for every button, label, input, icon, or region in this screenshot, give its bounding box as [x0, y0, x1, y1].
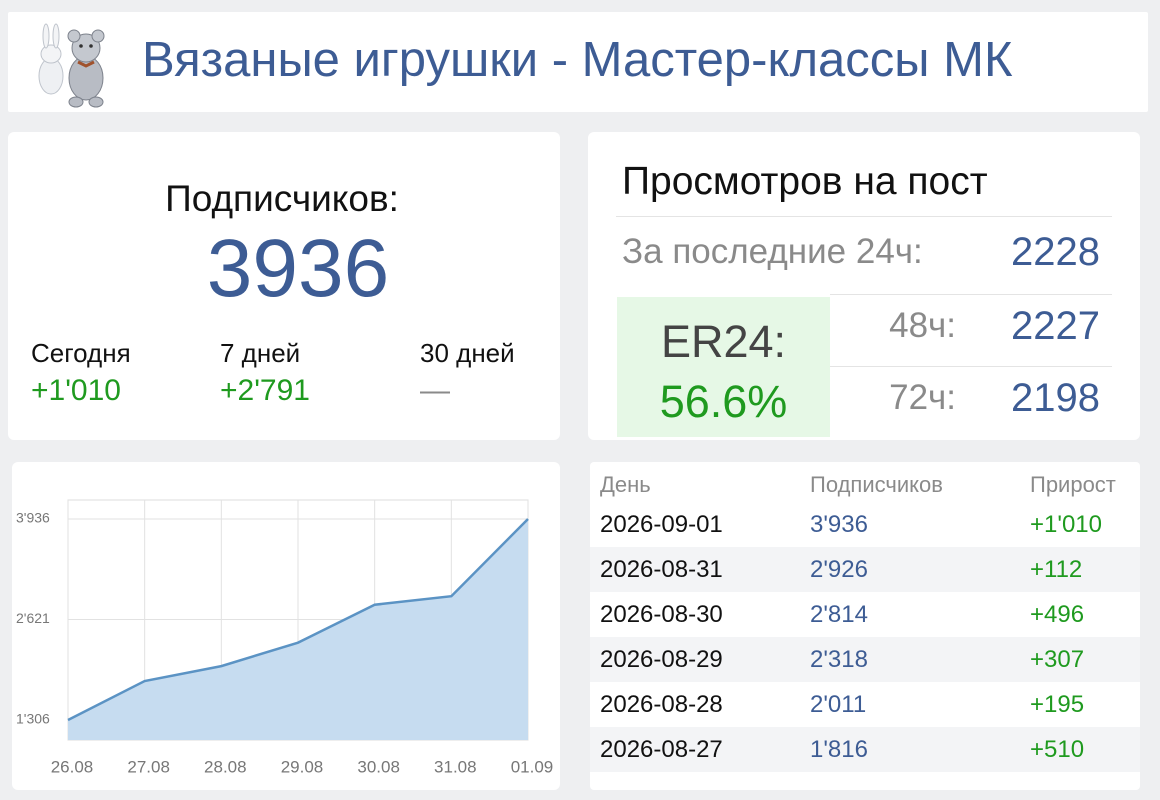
column-header: Подписчиков — [810, 472, 943, 497]
table-row: 2026-08-29 2'318 +307 — [590, 637, 1140, 682]
table-cell: 2026-08-27 — [600, 735, 723, 763]
y-tick-label: 3'936 — [16, 510, 50, 526]
x-tick-label: 30.08 — [357, 757, 400, 776]
table-cell: +112 — [1030, 555, 1083, 583]
table-card: День Подписчиков Прирост 2026-09-01 3'936 +1'… — [590, 462, 1140, 790]
subscribers-card: Подписчиков: 3936 Сегодня +1'010 7 дней +2'… — [8, 132, 560, 440]
stat-value: +2'791 — [220, 374, 310, 407]
column-header: Прирост — [1030, 472, 1116, 497]
column-header: День — [600, 472, 651, 497]
logo — [38, 23, 105, 108]
table-cell: 2'318 — [810, 645, 868, 673]
views-label: За последние 24ч: — [622, 232, 923, 271]
views-label: 72ч: — [889, 378, 956, 417]
table-cell: 1'816 — [810, 735, 868, 763]
er-value: 56.6% — [659, 376, 788, 427]
stat-value: +1'010 — [31, 374, 121, 407]
table-cell: +510 — [1030, 735, 1085, 763]
chart: 26.08 27.08 28.08 29.08 30.08 31.08 01.09 1'306… — [16, 499, 554, 776]
divider — [830, 294, 1112, 295]
table-cell: +496 — [1030, 600, 1085, 628]
divider — [616, 216, 1112, 217]
table-cell: 2026-08-28 — [600, 690, 723, 718]
table-cell: +307 — [1030, 645, 1085, 673]
views-value: 2228 — [1011, 230, 1100, 274]
header: Вязаные игрушки - Мастер-классы МК — [8, 12, 1148, 112]
line — [67, 518, 529, 722]
table-cell: +195 — [1030, 690, 1085, 718]
x-tick-label: 28.08 — [204, 757, 247, 776]
divider — [830, 366, 1112, 367]
er-label: ER24: — [660, 316, 787, 367]
stat-label: 7 дней — [220, 338, 301, 368]
table-row: 2026-08-27 1'816 +510 — [590, 727, 1140, 772]
er-box: ER24: 56.6% — [617, 297, 830, 437]
views-card: Просмотров на пост ER24: 56.6% За послед… — [588, 132, 1140, 440]
table-cell: 2026-09-01 — [600, 510, 723, 538]
views-value: 2198 — [1011, 376, 1100, 420]
x-tick-label: 26.08 — [51, 757, 94, 776]
area — [68, 519, 528, 740]
y-tick-label: 2'621 — [16, 610, 50, 626]
table-row: 2026-08-28 2'011 +195 — [590, 682, 1140, 727]
table-cell: 2'926 — [810, 555, 868, 583]
subscribers-count: 3936 — [206, 223, 390, 314]
views-value: 2227 — [1011, 304, 1100, 348]
table-cell: 3'936 — [810, 510, 868, 538]
x-tick-label: 27.08 — [127, 757, 170, 776]
x-tick-label: 31.08 — [434, 757, 477, 776]
table-row: 2026-09-01 3'936 +1'010 — [590, 502, 1140, 547]
x-tick-label: 01.09 — [511, 757, 554, 776]
x-tick-label: 29.08 — [281, 757, 324, 776]
table-row: 2026-08-30 2'814 +496 — [590, 592, 1140, 637]
table-cell: +1'010 — [1030, 510, 1102, 538]
stat-value: — — [420, 374, 450, 407]
views-title: Просмотров на пост — [622, 160, 988, 203]
table-cell: 2026-08-29 — [600, 645, 723, 673]
y-tick-label: 1'306 — [16, 711, 50, 727]
table-row: 2026-08-31 2'926 +112 — [590, 547, 1140, 592]
subscribers-label: Подписчиков: — [165, 178, 399, 219]
stat-label: 30 дней — [420, 338, 515, 368]
chart-card: 26.08 27.08 28.08 29.08 30.08 31.08 01.09 1'306… — [12, 462, 560, 790]
table-cell: 2'814 — [810, 600, 868, 628]
table-cell: 2026-08-30 — [600, 600, 723, 628]
table-cell: 2'011 — [810, 690, 867, 718]
title: Вязаные игрушки - Мастер-классы МК — [142, 33, 1013, 87]
stat-label: Сегодня — [31, 338, 131, 368]
table-cell: 2026-08-31 — [600, 555, 723, 583]
views-label: 48ч: — [889, 306, 956, 345]
